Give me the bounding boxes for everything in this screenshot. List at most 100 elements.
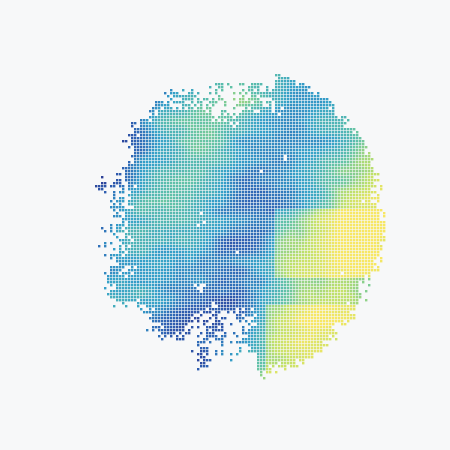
grid-cell [230,128,233,131]
grid-cell [164,254,167,257]
grid-cell [263,179,266,182]
grid-cell [341,125,344,128]
grid-cell [254,176,257,179]
grid-cell [293,221,296,224]
grid-cell [347,167,350,170]
grid-cell [323,179,326,182]
grid-cell [329,236,332,239]
grid-cell [320,116,323,119]
grid-cell [302,167,305,170]
grid-cell [146,227,149,230]
grid-cell [251,86,254,89]
grid-cell [293,152,296,155]
grid-cell [131,224,134,227]
grid-cell [320,203,323,206]
grid-cell [272,113,275,116]
grid-cell [197,185,200,188]
grid-cell [230,161,233,164]
grid-cell [368,257,371,260]
grid-cell [350,128,353,131]
grid-cell [323,260,326,263]
grid-cell [119,278,122,281]
grid-cell [269,149,272,152]
grid-cell [314,224,317,227]
grid-cell [338,125,341,128]
grid-cell [344,278,347,281]
grid-cell [314,119,317,122]
grid-cell [137,131,140,134]
grid-cell [209,134,212,137]
grid-cell [287,158,290,161]
grid-cell [272,233,275,236]
grid-cell [278,116,281,119]
grid-cell [254,200,257,203]
grid-cell [233,182,236,185]
grid-cell [266,227,269,230]
grid-cell [332,110,335,113]
grid-cell [215,272,218,275]
grid-cell [167,131,170,134]
grid-cell [239,188,242,191]
grid-cell [140,170,143,173]
grid-cell [230,224,233,227]
grid-cell [215,92,218,95]
grid-cell [215,83,218,86]
grid-cell [365,185,368,188]
grid-cell [131,197,134,200]
grid-cell [230,137,233,140]
grid-cell [308,92,311,95]
grid-cell [296,122,299,125]
grid-cell [230,260,233,263]
grid-cell [338,197,341,200]
grid-cell [344,209,347,212]
grid-cell [101,176,104,179]
grid-cell [173,146,176,149]
grid-cell [209,179,212,182]
grid-cell [299,167,302,170]
grid-cell [281,146,284,149]
grid-cell [173,191,176,194]
grid-cell [299,215,302,218]
grid-cell [173,170,176,173]
grid-cell [251,152,254,155]
grid-cell [371,254,374,257]
grid-cell [362,182,365,185]
grid-cell [272,119,275,122]
grid-cell [305,218,308,221]
grid-cell [221,239,224,242]
grid-cell [215,278,218,281]
grid-cell [134,164,137,167]
grid-cell [155,230,158,233]
grid-cell [293,215,296,218]
grid-cell [143,167,146,170]
grid-cell [332,197,335,200]
grid-cell [128,176,131,179]
grid-cell [200,209,203,212]
grid-cell [308,197,311,200]
grid-cell [275,101,278,104]
grid-cell [233,242,236,245]
grid-cell [311,233,314,236]
grid-cell [353,203,356,206]
grid-cell [164,161,167,164]
grid-cell [317,197,320,200]
grid-cell [173,119,176,122]
grid-cell [131,242,134,245]
grid-cell [320,146,323,149]
grid-cell [254,233,257,236]
grid-cell [245,221,248,224]
grid-cell [233,143,236,146]
grid-cell [221,260,224,263]
grid-cell [305,95,308,98]
grid-cell [140,206,143,209]
grid-cell [176,122,179,125]
grid-cell [191,125,194,128]
grid-cell [212,98,215,101]
grid-cell [197,260,200,263]
grid-cell [284,107,287,110]
grid-cell [269,107,272,110]
grid-cell [146,155,149,158]
grid-cell [317,92,320,95]
grid-cell [146,221,149,224]
grid-cell [236,173,239,176]
